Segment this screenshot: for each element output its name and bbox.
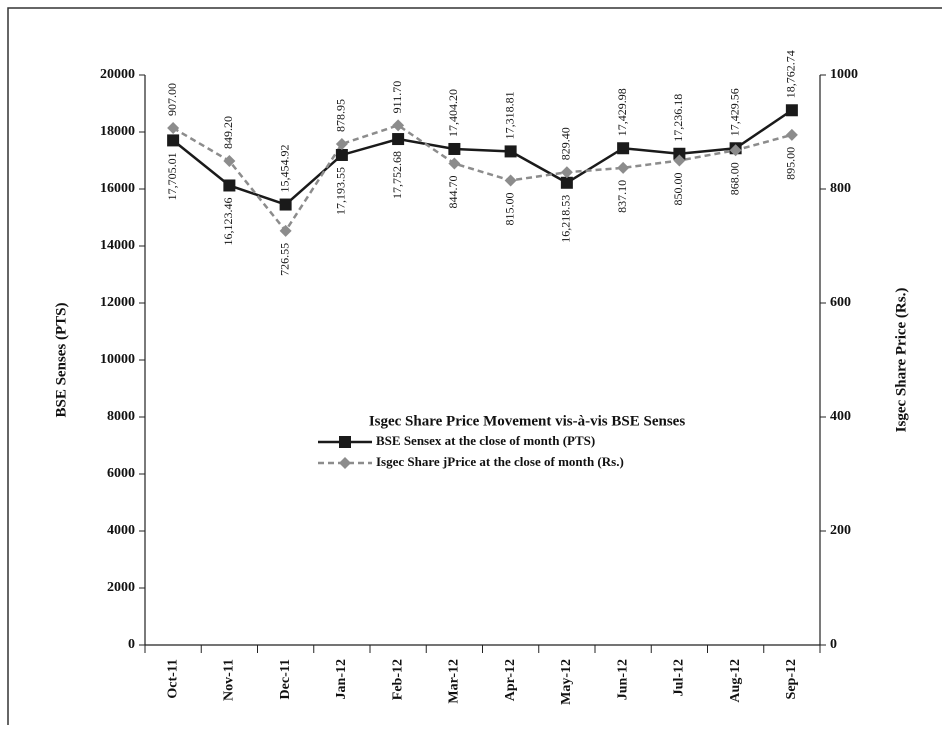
series-line bbox=[172, 109, 793, 206]
x-tick-label: May-12 bbox=[559, 659, 574, 705]
marker bbox=[504, 145, 517, 158]
marker bbox=[223, 179, 236, 192]
data-label: 878.95 bbox=[334, 99, 348, 132]
marker bbox=[785, 128, 798, 141]
data-label: 829.40 bbox=[559, 127, 573, 160]
legend-label: BSE Sensex at the close of month (PTS) bbox=[376, 433, 595, 448]
y2-tick-label: 1000 bbox=[830, 67, 858, 82]
marker bbox=[392, 133, 405, 146]
marker bbox=[560, 166, 573, 179]
y2-tick-label: 600 bbox=[830, 295, 851, 310]
marker bbox=[223, 154, 236, 167]
y-tick-label: 4000 bbox=[107, 523, 135, 538]
data-label: 17,236.18 bbox=[671, 94, 685, 142]
y-tick-label: 8000 bbox=[107, 409, 135, 424]
data-label: 849.20 bbox=[221, 116, 235, 149]
data-label: 17,705.01 bbox=[165, 152, 179, 200]
marker bbox=[673, 147, 686, 160]
marker bbox=[279, 224, 292, 237]
marker bbox=[335, 137, 348, 150]
x-tick-label: Aug-12 bbox=[728, 659, 743, 703]
marker bbox=[167, 134, 180, 147]
data-label: 16,123.46 bbox=[221, 197, 235, 245]
marker bbox=[339, 436, 351, 448]
marker bbox=[392, 119, 405, 132]
x-tick-label: Feb-12 bbox=[390, 659, 405, 700]
y2-tick-label: 0 bbox=[830, 637, 837, 652]
marker bbox=[617, 142, 630, 155]
data-label: 17,752.68 bbox=[390, 151, 404, 199]
data-label: 17,193.55 bbox=[334, 167, 348, 215]
marker bbox=[335, 148, 348, 161]
y-tick-label: 0 bbox=[128, 637, 135, 652]
y-tick-label: 16000 bbox=[100, 181, 135, 196]
data-label: 726.55 bbox=[277, 243, 291, 276]
data-label: 17,318.81 bbox=[502, 91, 516, 139]
data-label: 815.00 bbox=[502, 192, 516, 225]
x-tick-label: Apr-12 bbox=[503, 659, 518, 701]
marker bbox=[617, 161, 630, 174]
x-tick-label: Sep-12 bbox=[784, 659, 799, 699]
data-label: 837.10 bbox=[615, 180, 629, 213]
y2-tick-label: 400 bbox=[830, 409, 851, 424]
marker bbox=[167, 122, 180, 135]
data-label: 17,429.56 bbox=[727, 88, 741, 136]
legend-label: Isgec Share jPrice at the close of month… bbox=[376, 454, 624, 469]
y2-tick-label: 800 bbox=[830, 181, 851, 196]
data-label: 18,762.74 bbox=[784, 50, 798, 98]
data-label: 907.00 bbox=[165, 83, 179, 116]
data-label: 17,404.20 bbox=[446, 89, 460, 137]
data-label: 895.00 bbox=[784, 147, 798, 180]
marker bbox=[448, 157, 461, 170]
y-tick-label: 6000 bbox=[107, 466, 135, 481]
data-label: 844.70 bbox=[446, 176, 460, 209]
marker bbox=[785, 104, 798, 117]
marker bbox=[560, 176, 573, 189]
data-label: 15,454.92 bbox=[277, 145, 291, 193]
frame bbox=[7, 7, 942, 730]
series-line bbox=[172, 123, 793, 233]
x-tick-label: Jul-12 bbox=[672, 659, 687, 696]
y-tick-label: 20000 bbox=[100, 67, 135, 82]
marker bbox=[504, 174, 517, 187]
data-label: 17,429.98 bbox=[615, 88, 629, 136]
data-label: 16,218.53 bbox=[559, 195, 573, 243]
marker bbox=[339, 457, 351, 469]
y-axis-title: BSE Senses (PTS) bbox=[53, 302, 69, 417]
marker bbox=[729, 144, 742, 157]
y-tick-label: 12000 bbox=[100, 295, 135, 310]
x-tick-label: Jan-12 bbox=[334, 659, 349, 699]
y-tick-label: 18000 bbox=[100, 124, 135, 139]
y2-tick-label: 200 bbox=[830, 523, 851, 538]
y-tick-label: 2000 bbox=[107, 580, 135, 595]
marker bbox=[279, 198, 292, 211]
y-tick-label: 10000 bbox=[100, 352, 135, 367]
data-label: 911.70 bbox=[390, 81, 404, 114]
marker bbox=[673, 154, 686, 167]
x-tick-label: Oct-11 bbox=[165, 659, 180, 699]
y-tick-label: 14000 bbox=[100, 238, 135, 253]
marker bbox=[448, 142, 461, 155]
chart-title: Isgec Share Price Movement vis-à-vis BSE… bbox=[369, 413, 686, 429]
x-tick-label: Nov-11 bbox=[222, 659, 237, 701]
x-tick-label: Mar-12 bbox=[447, 659, 462, 704]
x-tick-label: Jun-12 bbox=[615, 659, 630, 700]
x-tick-label: Dec-11 bbox=[278, 659, 293, 699]
data-label: 868.00 bbox=[727, 162, 741, 195]
y2-axis-title: Isgec Share Price (Rs.) bbox=[893, 288, 909, 433]
data-label: 850.00 bbox=[671, 173, 685, 206]
